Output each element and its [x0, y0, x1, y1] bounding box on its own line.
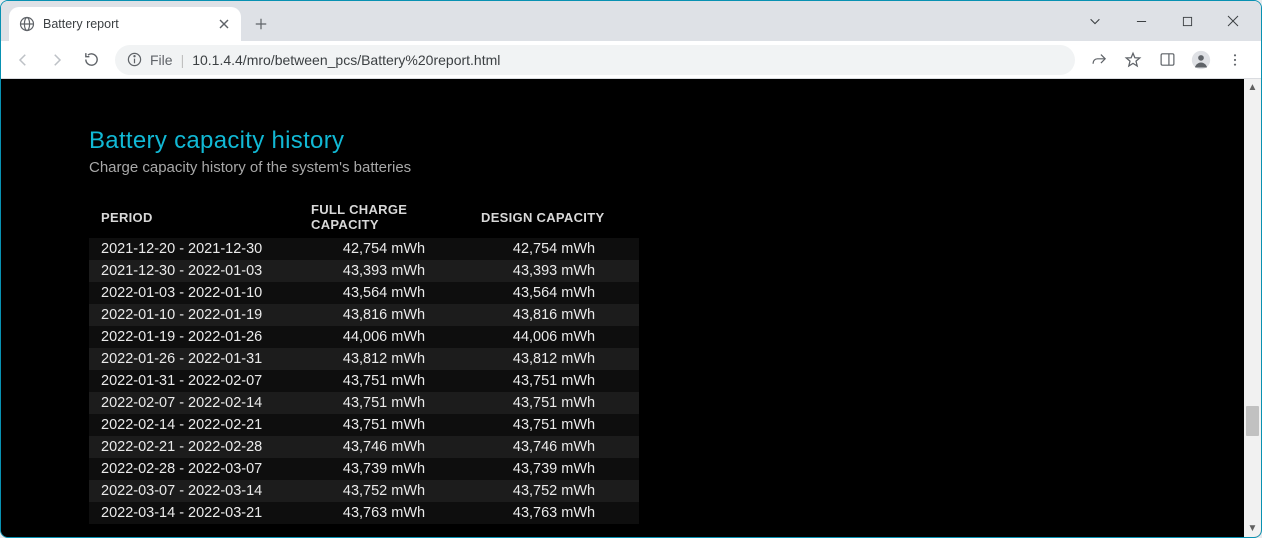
cell-design: 43,393 mWh	[469, 260, 639, 282]
scroll-thumb[interactable]	[1246, 406, 1259, 436]
profile-avatar-icon[interactable]	[1185, 44, 1217, 76]
cell-design: 43,812 mWh	[469, 348, 639, 370]
table-row: 2022-02-07 - 2022-02-1443,751 mWh43,751 …	[89, 392, 639, 414]
cell-design: 43,739 mWh	[469, 458, 639, 480]
titlebar: Battery report	[1, 1, 1261, 41]
cell-full-charge: 43,564 mWh	[299, 282, 469, 304]
cell-design: 43,763 mWh	[469, 502, 639, 524]
url-text: 10.1.4.4/mro/between_pcs/Battery%20repor…	[192, 52, 1063, 68]
scroll-up-arrow[interactable]: ▲	[1244, 79, 1261, 96]
cell-full-charge: 43,393 mWh	[299, 260, 469, 282]
share-icon[interactable]	[1083, 44, 1115, 76]
table-row: 2022-01-26 - 2022-01-3143,812 mWh43,812 …	[89, 348, 639, 370]
section-heading: Battery capacity history	[89, 127, 1244, 155]
cell-full-charge: 43,751 mWh	[299, 370, 469, 392]
new-tab-button[interactable]	[247, 10, 275, 38]
toolbar-right	[1083, 44, 1255, 76]
maximize-button[interactable]	[1165, 6, 1209, 36]
cell-period: 2022-01-10 - 2022-01-19	[89, 304, 299, 326]
close-button[interactable]	[1211, 6, 1255, 36]
cell-full-charge: 43,816 mWh	[299, 304, 469, 326]
back-button[interactable]	[7, 44, 39, 76]
reload-button[interactable]	[75, 44, 107, 76]
table-row: 2022-03-14 - 2022-03-2143,763 mWh43,763 …	[89, 502, 639, 524]
forward-button[interactable]	[41, 44, 73, 76]
table-row: 2021-12-30 - 2022-01-0343,393 mWh43,393 …	[89, 260, 639, 282]
cell-period: 2022-01-31 - 2022-02-07	[89, 370, 299, 392]
cell-design: 43,751 mWh	[469, 414, 639, 436]
cell-period: 2022-02-21 - 2022-02-28	[89, 436, 299, 458]
table-row: 2022-02-14 - 2022-02-2143,751 mWh43,751 …	[89, 414, 639, 436]
cell-period: 2021-12-30 - 2022-01-03	[89, 260, 299, 282]
table-row: 2022-01-10 - 2022-01-1943,816 mWh43,816 …	[89, 304, 639, 326]
cell-design: 43,751 mWh	[469, 370, 639, 392]
cell-full-charge: 43,746 mWh	[299, 436, 469, 458]
table-row: 2022-03-07 - 2022-03-1443,752 mWh43,752 …	[89, 480, 639, 502]
url-separator: |	[181, 52, 185, 68]
url-scheme-label: File	[150, 52, 173, 68]
info-icon	[127, 52, 142, 67]
page-content: Battery capacity history Charge capacity…	[1, 79, 1244, 537]
cell-full-charge: 43,751 mWh	[299, 392, 469, 414]
cell-design: 43,752 mWh	[469, 480, 639, 502]
cell-period: 2022-01-19 - 2022-01-26	[89, 326, 299, 348]
globe-icon	[19, 16, 35, 32]
table-row: 2022-02-21 - 2022-02-2843,746 mWh43,746 …	[89, 436, 639, 458]
chevron-down-icon[interactable]	[1073, 6, 1117, 36]
side-panel-icon[interactable]	[1151, 44, 1183, 76]
cell-full-charge: 43,812 mWh	[299, 348, 469, 370]
menu-dots-icon[interactable]	[1219, 44, 1251, 76]
cell-period: 2022-03-14 - 2022-03-21	[89, 502, 299, 524]
cell-period: 2021-12-20 - 2021-12-30	[89, 238, 299, 260]
browser-tab[interactable]: Battery report	[9, 7, 241, 41]
table-row: 2022-01-31 - 2022-02-0743,751 mWh43,751 …	[89, 370, 639, 392]
cell-period: 2022-03-07 - 2022-03-14	[89, 480, 299, 502]
section-subtitle: Charge capacity history of the system's …	[89, 159, 1244, 176]
cell-period: 2022-02-07 - 2022-02-14	[89, 392, 299, 414]
battery-history-table: PERIOD FULL CHARGE CAPACITY DESIGN CAPAC…	[89, 198, 639, 524]
browser-window: Battery report	[0, 0, 1262, 538]
cell-design: 44,006 mWh	[469, 326, 639, 348]
cell-period: 2022-02-28 - 2022-03-07	[89, 458, 299, 480]
cell-full-charge: 43,739 mWh	[299, 458, 469, 480]
table-header-row: PERIOD FULL CHARGE CAPACITY DESIGN CAPAC…	[89, 198, 639, 238]
cell-period: 2022-01-26 - 2022-01-31	[89, 348, 299, 370]
minimize-button[interactable]	[1119, 6, 1163, 36]
cell-design: 43,816 mWh	[469, 304, 639, 326]
window-controls	[1073, 1, 1261, 41]
scroll-down-arrow[interactable]: ▼	[1244, 520, 1261, 537]
table-row: 2022-02-28 - 2022-03-0743,739 mWh43,739 …	[89, 458, 639, 480]
cell-design: 43,746 mWh	[469, 436, 639, 458]
cell-design: 43,564 mWh	[469, 282, 639, 304]
viewport: Battery capacity history Charge capacity…	[1, 79, 1261, 537]
col-design: DESIGN CAPACITY	[469, 198, 639, 238]
address-bar[interactable]: File | 10.1.4.4/mro/between_pcs/Battery%…	[115, 45, 1075, 75]
col-period: PERIOD	[89, 198, 299, 238]
cell-design: 43,751 mWh	[469, 392, 639, 414]
cell-period: 2022-01-03 - 2022-01-10	[89, 282, 299, 304]
cell-full-charge: 43,752 mWh	[299, 480, 469, 502]
tab-close-icon[interactable]	[217, 17, 231, 31]
table-row: 2022-01-03 - 2022-01-1043,564 mWh43,564 …	[89, 282, 639, 304]
cell-full-charge: 44,006 mWh	[299, 326, 469, 348]
table-row: 2022-01-19 - 2022-01-2644,006 mWh44,006 …	[89, 326, 639, 348]
tab-title: Battery report	[43, 17, 209, 31]
cell-design: 42,754 mWh	[469, 238, 639, 260]
cell-period: 2022-02-14 - 2022-02-21	[89, 414, 299, 436]
cell-full-charge: 43,763 mWh	[299, 502, 469, 524]
bookmark-star-icon[interactable]	[1117, 44, 1149, 76]
vertical-scrollbar[interactable]: ▲ ▼	[1244, 79, 1261, 537]
table-row: 2021-12-20 - 2021-12-3042,754 mWh42,754 …	[89, 238, 639, 260]
col-full-charge: FULL CHARGE CAPACITY	[299, 198, 469, 238]
toolbar: File | 10.1.4.4/mro/between_pcs/Battery%…	[1, 41, 1261, 79]
cell-full-charge: 43,751 mWh	[299, 414, 469, 436]
cell-full-charge: 42,754 mWh	[299, 238, 469, 260]
